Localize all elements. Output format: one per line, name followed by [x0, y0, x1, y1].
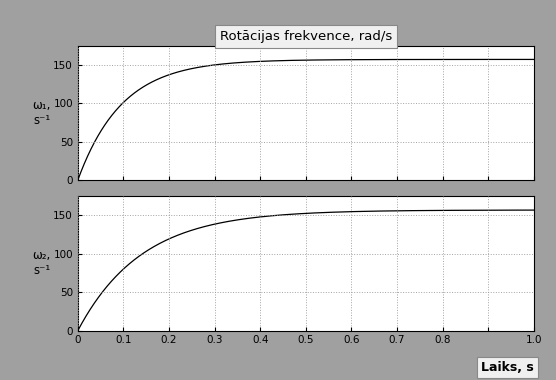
Y-axis label: ω₂,
s⁻¹: ω₂, s⁻¹ [32, 249, 51, 277]
Y-axis label: ω₁,
s⁻¹: ω₁, s⁻¹ [32, 99, 51, 127]
Title: Rotācijas frekvence, rad/s: Rotācijas frekvence, rad/s [220, 30, 392, 43]
Text: Laiks, s: Laiks, s [481, 361, 534, 374]
